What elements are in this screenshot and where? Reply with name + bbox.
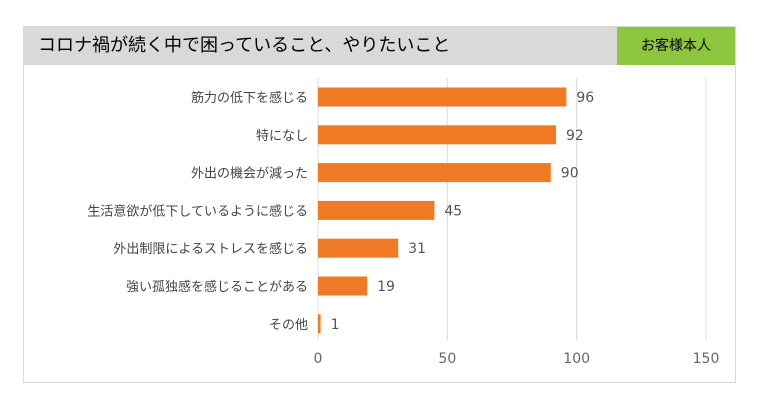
category-label: 特になし: [256, 129, 308, 144]
bar: [318, 314, 321, 334]
respondent-badge: お客様本人: [617, 27, 735, 65]
data-label: 96: [576, 90, 594, 106]
bar: [318, 163, 551, 183]
bar: [318, 87, 567, 107]
data-label: 90: [561, 166, 579, 182]
bar: [318, 238, 399, 258]
data-label: 92: [566, 128, 584, 144]
category-label: 生活意欲が低下しているように感じる: [87, 203, 308, 219]
bar: [318, 200, 435, 220]
category-label: その他: [269, 318, 308, 333]
category-label: 筋力の低下を感じる: [191, 90, 308, 106]
category-label: 外出制限によるストレスを感じる: [113, 241, 308, 257]
bar: [318, 276, 368, 296]
x-tick-label: 0: [314, 351, 323, 367]
category-label: 外出の機会が減った: [191, 166, 308, 182]
bar: [318, 125, 556, 145]
x-tick-label: 50: [438, 351, 456, 367]
chart-title: コロナ禍が続く中で困っていること、やりたいこと: [38, 35, 451, 56]
x-tick-label: 150: [693, 351, 720, 367]
data-label: 19: [377, 279, 395, 295]
data-label: 1: [331, 317, 340, 333]
x-tick-label: 100: [563, 351, 590, 367]
chart-card: コロナ禍が続く中で困っていること、やりたいこと お客様本人: [23, 26, 736, 383]
category-label: 強い孤独感を感じることがある: [126, 279, 308, 295]
data-label: 45: [444, 203, 462, 219]
data-label: 31: [408, 241, 426, 257]
chart-header: コロナ禍が続く中で困っていること、やりたいこと お客様本人: [24, 27, 735, 65]
